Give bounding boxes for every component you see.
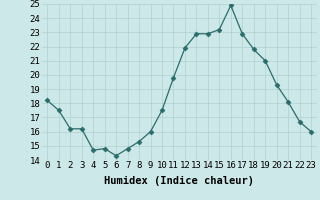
X-axis label: Humidex (Indice chaleur): Humidex (Indice chaleur) [104,176,254,186]
